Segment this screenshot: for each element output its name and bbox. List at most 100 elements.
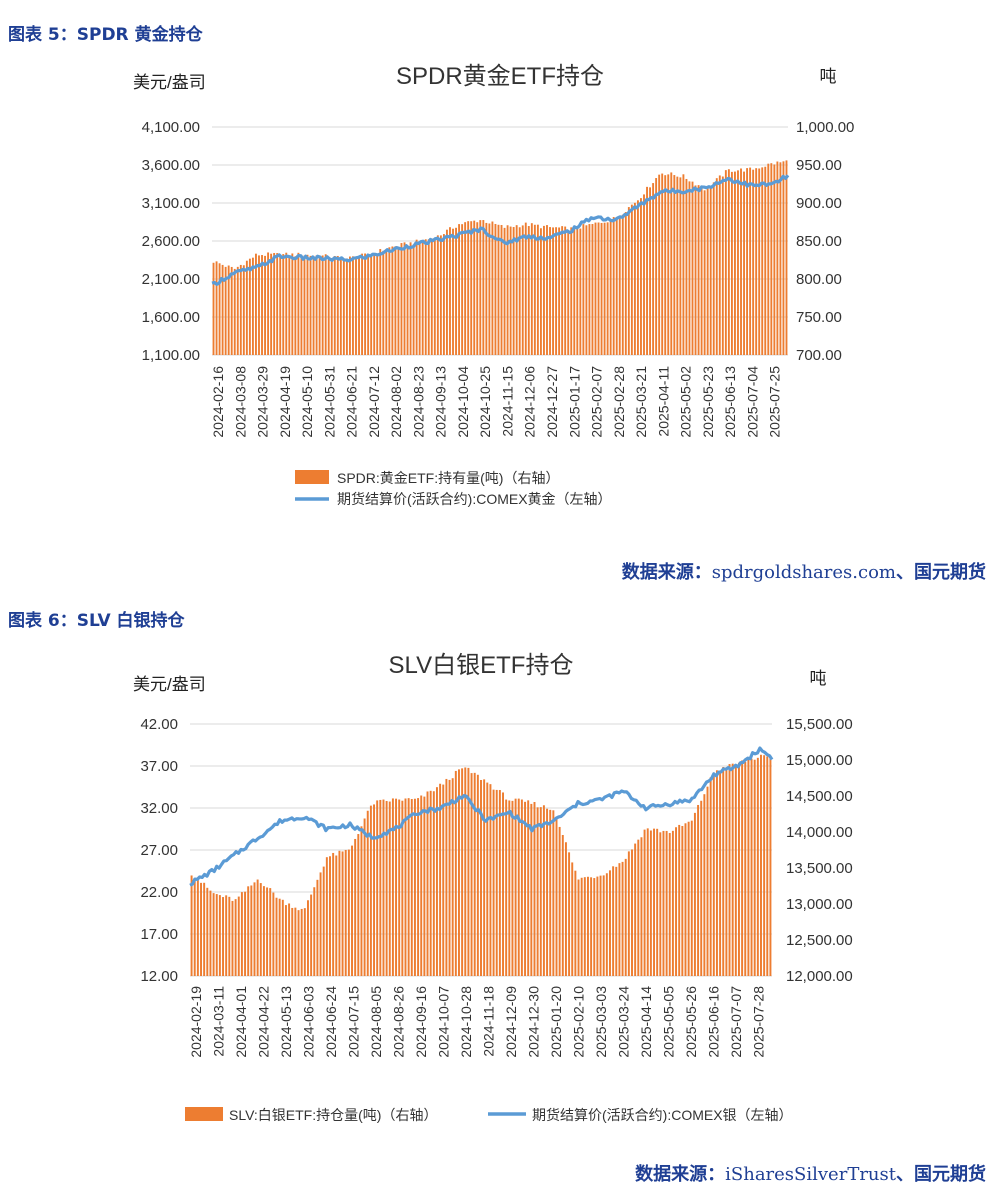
holding-bar [288,903,291,976]
holding-bar [618,863,621,976]
holding-bar [670,172,673,355]
holding-bar [410,799,413,976]
source-url: iSharesSilverTrust [725,1164,896,1185]
legend-swatch-bar [295,470,329,484]
holding-bar [445,778,448,976]
holding-bar [514,798,517,976]
holding-bar [196,879,199,976]
holding-bar [709,777,712,976]
holding-bar [412,244,415,355]
holding-bar [536,807,539,976]
holding-bar [520,799,523,976]
holding-bar [606,222,609,355]
holding-bar [527,800,530,976]
chart-title: SLV白银ETF持仓 [389,652,574,679]
holding-bar [533,802,536,976]
holding-bar [388,247,391,355]
holding-bar [574,870,577,976]
holding-bar [776,161,779,355]
x-tick-label: 2025-07-28 [751,986,767,1058]
holding-bar [506,225,509,355]
holding-bar [637,839,640,976]
holding-bar [297,910,300,976]
holding-bar [731,763,734,976]
holding-bar [583,877,586,976]
holding-bar [313,887,316,976]
x-tick-label: 2024-06-03 [301,986,317,1058]
x-tick-label: 2025-04-14 [638,986,654,1058]
holding-bar [649,830,652,976]
holding-bar [675,827,678,976]
left-tick-label: 3,600.00 [142,157,200,174]
holding-bar [234,899,237,976]
holding-bar [640,837,643,976]
holding-bar [227,265,230,355]
holding-bar [712,772,715,976]
holding-bar [643,194,645,355]
holding-bar [600,222,603,355]
holding-bar [633,202,636,355]
holding-bar [673,175,676,355]
x-tick-label: 2024-09-16 [413,986,429,1058]
holding-bar [690,820,693,976]
left-tick-label: 1,100.00 [142,347,200,364]
x-tick-label: 2024-02-16 [210,366,226,438]
holding-bar [494,223,497,355]
holding-bar [473,220,476,355]
left-tick-label: 3,100.00 [142,195,200,212]
holding-bar [646,186,648,355]
holding-bar [668,833,671,976]
holding-bar [741,760,744,976]
holding-bar [489,784,492,976]
holding-bar [539,807,542,976]
holding-bar [336,255,339,355]
x-tick-label: 2025-01-17 [566,366,582,438]
figure-6-caption: 图表 6：SLV 白银持仓 [8,611,185,631]
holding-bar [750,758,753,976]
holding-bar [432,791,435,976]
holding-bar [576,228,579,355]
holding-bar [464,767,467,976]
holding-bar [442,784,445,976]
holding-bar [667,174,670,355]
holding-bar [458,769,460,976]
holding-bar [403,242,406,355]
right-tick-label: 15,000.00 [786,752,853,769]
holding-bar [785,160,788,355]
holding-bar [588,224,591,355]
holding-bar [397,246,400,355]
holding-bar [215,894,218,976]
x-tick-label: 2024-05-10 [299,366,315,438]
right-tick-label: 900.00 [796,195,842,212]
x-tick-label: 2024-02-19 [188,986,204,1058]
left-tick-label: 4,100.00 [142,119,200,136]
x-tick-label: 2025-05-02 [678,366,694,438]
holding-bar [594,222,597,355]
holding-bar [700,187,703,355]
legend-swatch-bar [185,1107,223,1121]
holding-bar [517,798,520,976]
holding-bar [212,893,215,976]
x-tick-label: 2025-07-25 [767,366,783,438]
holding-bar [418,241,421,355]
left-tick-label: 27.00 [140,842,178,859]
holding-bar [370,254,373,355]
left-tick-label: 42.00 [140,716,178,733]
left-axis-unit: 美元/盎司 [133,73,206,92]
x-tick-label: 2024-04-19 [277,366,293,438]
holding-bar [640,198,642,355]
holding-bar [734,171,736,355]
holding-bar [256,879,259,976]
left-tick-label: 32.00 [140,800,178,817]
holding-bar [351,845,353,976]
holding-bar [373,252,376,355]
holding-bar [524,801,527,976]
holding-bar [743,171,745,355]
holding-bar [259,883,262,976]
holding-bar [322,866,325,976]
source-prefix: 数据来源： [635,1164,726,1185]
holding-bar [417,798,420,976]
holding-bar [492,789,495,976]
holding-bar [382,799,385,976]
holding-bar [552,810,555,976]
